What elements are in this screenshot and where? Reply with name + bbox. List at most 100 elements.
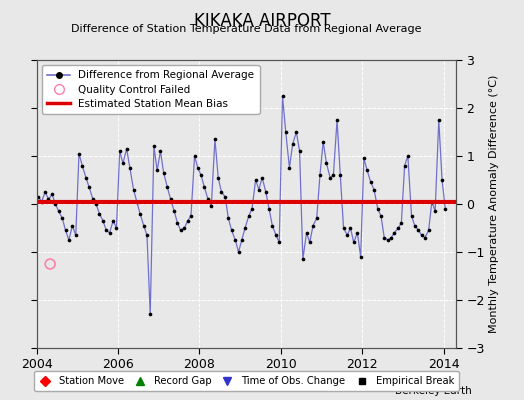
Point: [400, 162, 409, 169]
Point: [133, 198, 141, 205]
Point: [109, 218, 117, 224]
Point: [72, 232, 80, 238]
Point: [34, 194, 42, 200]
Point: [153, 167, 161, 174]
Point: [407, 213, 416, 219]
Text: KIKAKA AIRPORT: KIKAKA AIRPORT: [194, 12, 330, 30]
Point: [41, 189, 49, 195]
Point: [102, 227, 111, 234]
Point: [58, 215, 67, 222]
Point: [305, 239, 314, 246]
Point: [187, 213, 195, 219]
Point: [245, 213, 253, 219]
Point: [89, 196, 97, 202]
Point: [363, 167, 372, 174]
Point: [370, 186, 378, 193]
Point: [207, 203, 215, 210]
Point: [170, 208, 179, 214]
Point: [390, 230, 399, 236]
Point: [200, 184, 209, 190]
Point: [302, 230, 311, 236]
Point: [92, 201, 100, 207]
Point: [194, 165, 202, 171]
Point: [316, 172, 324, 178]
Point: [75, 150, 83, 157]
Point: [99, 218, 107, 224]
Point: [384, 237, 392, 243]
Point: [329, 172, 337, 178]
Point: [359, 155, 368, 162]
Point: [234, 249, 243, 255]
Point: [411, 222, 419, 229]
Point: [397, 220, 406, 226]
Point: [217, 189, 226, 195]
Point: [394, 225, 402, 231]
Point: [346, 225, 355, 231]
Point: [241, 225, 249, 231]
Point: [180, 225, 189, 231]
Point: [46, 261, 54, 267]
Point: [350, 239, 358, 246]
Point: [197, 172, 205, 178]
Point: [78, 162, 86, 169]
Point: [380, 234, 388, 241]
Point: [272, 232, 280, 238]
Point: [403, 153, 412, 159]
Point: [336, 172, 344, 178]
Point: [177, 227, 185, 234]
Point: [64, 237, 73, 243]
Y-axis label: Monthly Temperature Anomaly Difference (°C): Monthly Temperature Anomaly Difference (…: [489, 75, 499, 333]
Point: [438, 177, 446, 183]
Point: [418, 232, 426, 238]
Point: [61, 227, 70, 234]
Point: [51, 201, 60, 207]
Point: [424, 227, 433, 234]
Point: [237, 237, 246, 243]
Point: [322, 160, 331, 166]
Point: [214, 174, 222, 181]
Point: [374, 206, 382, 212]
Point: [231, 237, 239, 243]
Point: [299, 256, 307, 262]
Point: [340, 225, 348, 231]
Point: [292, 129, 301, 135]
Point: [95, 210, 104, 217]
Point: [204, 196, 212, 202]
Point: [224, 215, 233, 222]
Point: [261, 189, 270, 195]
Point: [428, 198, 436, 205]
Point: [441, 206, 450, 212]
Point: [414, 227, 423, 234]
Point: [319, 138, 328, 145]
Point: [353, 230, 362, 236]
Point: [129, 186, 138, 193]
Point: [281, 129, 290, 135]
Point: [119, 160, 127, 166]
Point: [421, 234, 429, 241]
Point: [126, 165, 134, 171]
Point: [143, 232, 151, 238]
Title: Difference of Station Temperature Data from Regional Average: Difference of Station Temperature Data f…: [71, 24, 421, 34]
Point: [258, 174, 266, 181]
Point: [146, 311, 155, 318]
Point: [112, 225, 121, 231]
Point: [296, 148, 304, 154]
Point: [48, 191, 57, 198]
Point: [377, 213, 385, 219]
Point: [285, 165, 293, 171]
Point: [387, 234, 396, 241]
Point: [173, 220, 182, 226]
Point: [252, 177, 260, 183]
Point: [105, 230, 114, 236]
Point: [150, 143, 158, 150]
Legend: Station Move, Record Gap, Time of Obs. Change, Empirical Break: Station Move, Record Gap, Time of Obs. C…: [34, 371, 459, 391]
Point: [367, 179, 375, 186]
Point: [221, 194, 230, 200]
Point: [156, 148, 165, 154]
Point: [434, 117, 443, 123]
Point: [167, 196, 175, 202]
Point: [309, 222, 317, 229]
Point: [183, 218, 192, 224]
Point: [255, 186, 263, 193]
Point: [85, 184, 93, 190]
